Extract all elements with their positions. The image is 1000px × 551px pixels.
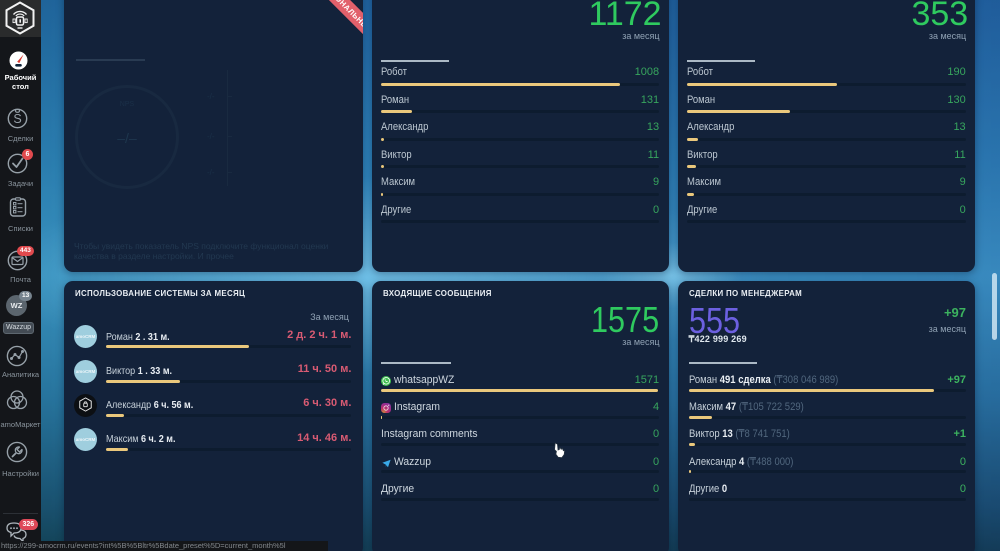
svg-text:S: S — [13, 112, 21, 126]
